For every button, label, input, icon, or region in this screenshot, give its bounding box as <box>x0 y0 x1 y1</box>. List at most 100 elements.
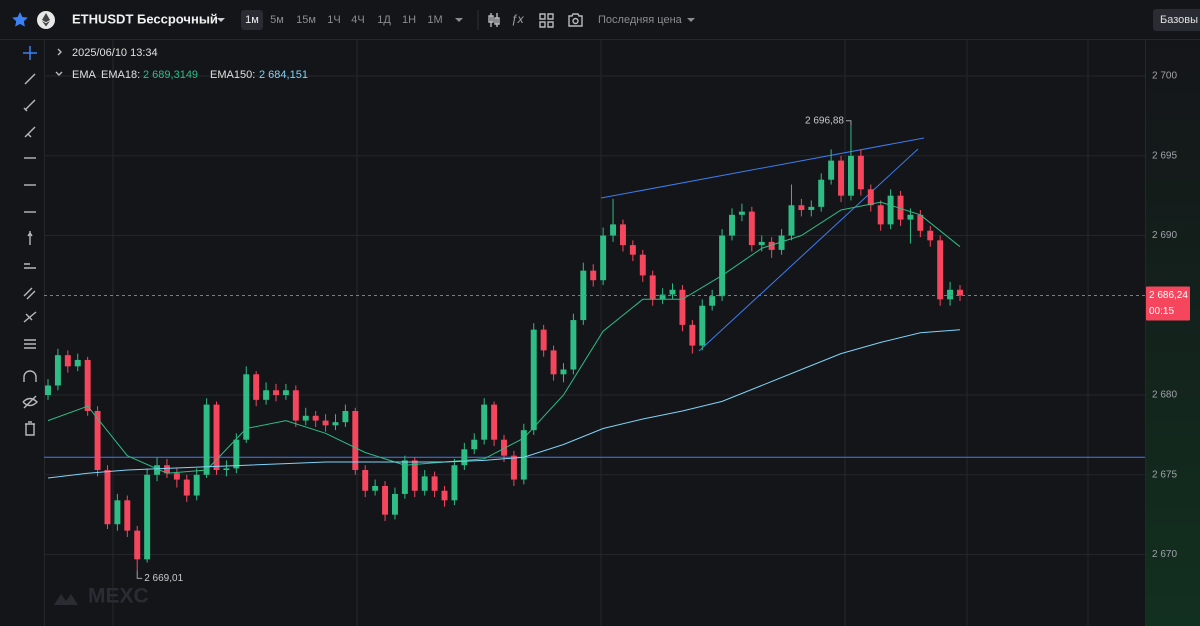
caret[interactable] <box>455 18 463 22</box>
price-tool[interactable] <box>24 263 36 269</box>
interval-active-bg <box>241 10 263 30</box>
candle-body <box>788 205 795 236</box>
ema-line <box>47 329 961 479</box>
low-marker-tick <box>136 570 143 579</box>
y-tick-label: 2 675 <box>1152 469 1177 480</box>
crosshair-tool[interactable] <box>23 46 37 60</box>
candle-body <box>877 205 884 225</box>
candle-body <box>173 473 180 480</box>
ema-line <box>47 201 961 474</box>
indicators-icon[interactable]: ƒx <box>511 12 525 26</box>
delete-tool[interactable] <box>25 421 35 436</box>
candle-body <box>431 476 438 491</box>
magnet-tool[interactable] <box>23 370 37 382</box>
candle-body <box>292 390 299 421</box>
screenshot-lens <box>572 17 579 25</box>
candle-body <box>738 211 745 215</box>
mode-button[interactable] <box>1153 9 1200 31</box>
list-tool[interactable] <box>24 339 36 349</box>
y-tick-label: 2 700 <box>1152 71 1177 82</box>
layout-icon[interactable] <box>539 13 554 28</box>
collapse-arrow[interactable] <box>55 71 63 76</box>
candle-body <box>937 240 944 300</box>
interval[interactable]: 1Ч <box>327 14 340 26</box>
datetime: 2025/06/10 13:34 <box>72 47 158 59</box>
mode-label[interactable]: Базовы <box>1160 14 1198 26</box>
last-price-label: 2 686,24 <box>1149 290 1188 301</box>
candle-body <box>45 385 51 396</box>
candle-body <box>778 235 785 250</box>
candle-body <box>768 241 775 250</box>
favorite-star[interactable] <box>12 12 28 27</box>
candle-body <box>253 374 260 400</box>
candle-body <box>699 305 706 346</box>
interval[interactable]: 5м <box>270 14 284 26</box>
vline-tool[interactable] <box>27 231 33 245</box>
candle-body <box>520 430 527 480</box>
candle-body <box>897 195 904 220</box>
eth-logo-mark <box>42 13 50 27</box>
candle-body <box>154 465 161 475</box>
candle-body <box>322 420 329 426</box>
interval[interactable]: 4Ч <box>351 14 364 26</box>
caret[interactable] <box>217 18 225 22</box>
candle-body <box>451 465 458 501</box>
expand-arrow[interactable] <box>57 48 62 56</box>
drawn-trendline[interactable] <box>600 137 925 199</box>
candle-body <box>302 415 309 421</box>
candle-body <box>867 189 874 206</box>
candle-body <box>758 241 765 246</box>
candle-body <box>719 235 726 297</box>
interval[interactable]: 15м <box>296 14 316 26</box>
candle-body <box>689 324 696 346</box>
candle-body <box>729 214 735 236</box>
candle-body <box>421 476 428 491</box>
last-price-tag <box>1146 286 1190 321</box>
candle-body <box>84 359 91 411</box>
candle-body <box>659 294 666 300</box>
interval[interactable]: 1Н <box>402 14 416 26</box>
screenshot-icon[interactable] <box>568 13 583 27</box>
candle-body <box>629 245 636 255</box>
candle-body <box>540 329 547 351</box>
candle-body <box>610 224 617 236</box>
candle-body <box>947 289 954 300</box>
ray-tool[interactable] <box>23 99 36 112</box>
symbol[interactable]: ETHUSDT Бессрочный <box>72 11 218 26</box>
candle-body <box>64 355 71 367</box>
candle-body <box>352 410 359 471</box>
high-marker-label: 2 696,88 <box>805 115 844 126</box>
candle-type-icon[interactable] <box>488 13 500 27</box>
price-type[interactable]: Последняя цена <box>598 14 683 26</box>
candle-body <box>669 289 676 295</box>
trend-tool[interactable] <box>24 126 36 138</box>
candle-body <box>639 254 646 276</box>
candle-body <box>501 439 507 456</box>
hide-tool[interactable] <box>22 395 38 409</box>
candle-body <box>193 474 200 496</box>
high-marker-tick <box>845 120 852 126</box>
candle-body <box>619 224 626 246</box>
candle-body <box>957 289 963 296</box>
candle-body <box>213 404 220 471</box>
candle-body <box>580 270 587 321</box>
line-tool[interactable] <box>24 73 36 85</box>
caret[interactable] <box>687 18 695 22</box>
channel-tool[interactable] <box>23 287 36 300</box>
fib-tool[interactable] <box>23 311 37 323</box>
candle-body <box>828 160 835 180</box>
low-marker-label: 2 669,01 <box>144 573 183 584</box>
candle-body <box>114 500 121 525</box>
candle-body <box>74 359 81 367</box>
interval[interactable]: 1М <box>427 14 442 26</box>
candle-body <box>887 195 894 225</box>
interval[interactable]: 1Д <box>377 14 391 26</box>
ema-value: 2 684,151 <box>259 69 308 81</box>
candle-body <box>203 404 210 475</box>
drawn-trendline[interactable] <box>698 148 919 352</box>
interval[interactable]: 1м <box>245 14 259 26</box>
candle-body <box>273 390 279 396</box>
time-grid <box>44 40 1145 626</box>
